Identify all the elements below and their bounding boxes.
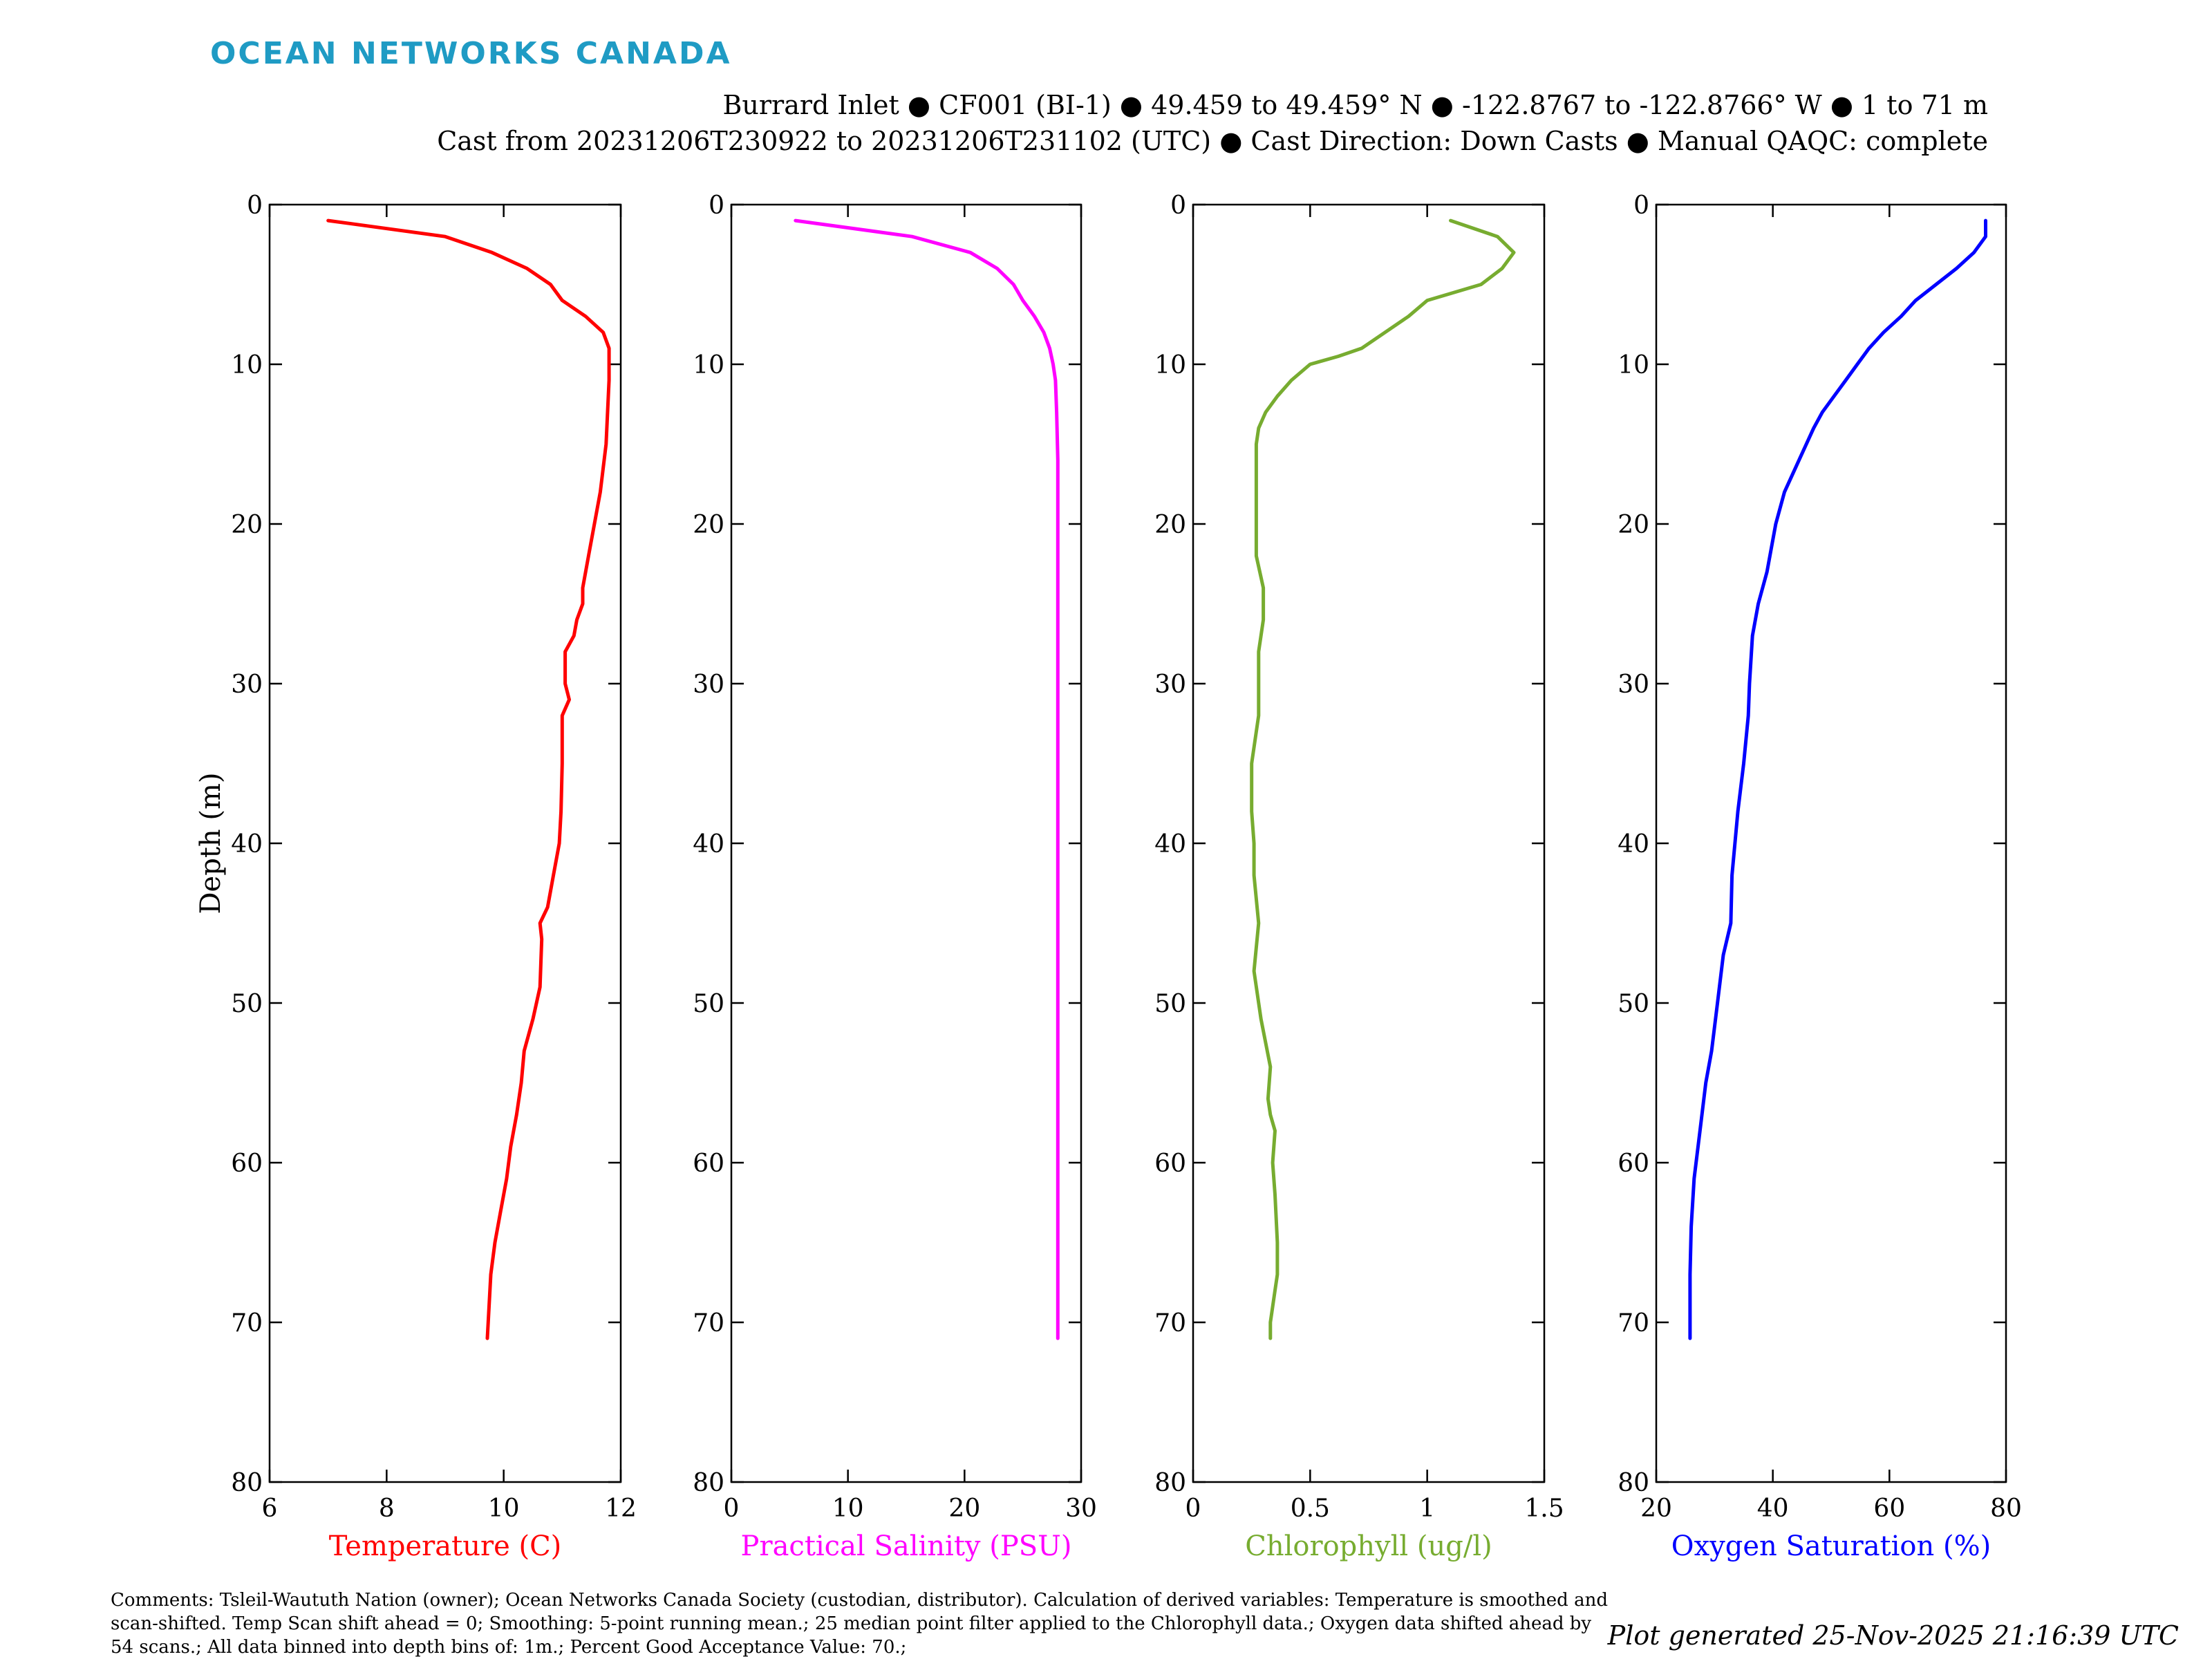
- header-line-2: Cast from 20231206T230922 to 20231206T23…: [437, 126, 1988, 156]
- y-tick-label: 60: [1154, 1150, 1186, 1178]
- y-tick-label: 10: [231, 351, 263, 379]
- series-line-4: [1688, 218, 1987, 1340]
- y-tick-label: 70: [693, 1309, 724, 1338]
- y-tick-label: 30: [1154, 671, 1186, 699]
- y-tick-label: 10: [1618, 351, 1649, 379]
- header-line-1: Burrard Inlet ● CF001 (BI-1) ● 49.459 to…: [722, 90, 1988, 120]
- plot-frame-3: [1192, 203, 1546, 1483]
- y-tick-label: 70: [1154, 1309, 1186, 1338]
- x-tick-label: 10: [832, 1494, 864, 1523]
- y-tick-label: 20: [693, 511, 724, 539]
- y-tick-label: 40: [1154, 830, 1186, 859]
- y-tick-label: 20: [1154, 511, 1186, 539]
- y-tick-label: 0: [1170, 191, 1186, 220]
- x-tick-label: 80: [1990, 1494, 2022, 1523]
- x-tick-label: 8: [379, 1494, 395, 1523]
- y-tick-label: 50: [1618, 990, 1649, 1018]
- y-tick-label: 20: [1618, 511, 1649, 539]
- x-tick-label: 1.5: [1524, 1494, 1564, 1523]
- x-axis-label-4: Oxygen Saturation (%): [1671, 1530, 1991, 1562]
- y-tick-label: 30: [231, 671, 263, 699]
- x-axis-label-1: Temperature (C): [329, 1530, 562, 1562]
- y-tick-label: 70: [231, 1309, 263, 1338]
- y-tick-label: 60: [231, 1150, 263, 1178]
- x-tick-label: 20: [1640, 1494, 1672, 1523]
- y-tick-label: 30: [693, 671, 724, 699]
- y-tick-label: 50: [693, 990, 724, 1018]
- y-tick-label: 60: [693, 1150, 724, 1178]
- y-tick-label: 10: [1154, 351, 1186, 379]
- y-axis-label: Depth (m): [195, 772, 227, 914]
- x-tick-label: 40: [1757, 1494, 1789, 1523]
- y-tick-label: 40: [693, 830, 724, 859]
- y-tick-label: 40: [1618, 830, 1649, 859]
- x-tick-label: 0: [724, 1494, 740, 1523]
- plot-generated-stamp: Plot generated 25-Nov-2025 21:16:39 UTC: [1607, 1620, 2179, 1651]
- plot-frame-1: [268, 203, 622, 1483]
- x-tick-label: 20: [948, 1494, 980, 1523]
- y-tick-label: 80: [1618, 1469, 1649, 1497]
- y-tick-label: 50: [1154, 990, 1186, 1018]
- x-tick-label: 0: [1185, 1494, 1201, 1523]
- y-tick-label: 50: [231, 990, 263, 1018]
- y-tick-label: 60: [1618, 1150, 1649, 1178]
- x-tick-label: 6: [262, 1494, 278, 1523]
- y-tick-label: 40: [231, 830, 263, 859]
- series-line-3: [1250, 218, 1516, 1340]
- y-tick-label: 20: [231, 511, 263, 539]
- x-tick-label: 60: [1873, 1494, 1905, 1523]
- y-tick-label: 0: [247, 191, 263, 220]
- x-tick-label: 12: [605, 1494, 637, 1523]
- x-tick-label: 0.5: [1291, 1494, 1330, 1523]
- y-tick-label: 80: [1154, 1469, 1186, 1497]
- plot-frame-2: [730, 203, 1082, 1483]
- x-axis-label-3: Chlorophyll (ug/l): [1245, 1530, 1492, 1562]
- y-tick-label: 80: [693, 1469, 724, 1497]
- x-tick-label: 1: [1419, 1494, 1435, 1523]
- x-tick-label: 30: [1065, 1494, 1097, 1523]
- plot-frame-4: [1655, 203, 2007, 1483]
- y-tick-label: 30: [1618, 671, 1649, 699]
- comments-text: Comments: Tsleil-Waututh Nation (owner);…: [111, 1590, 1608, 1658]
- x-tick-label: 10: [488, 1494, 520, 1523]
- series-line-2: [794, 218, 1060, 1340]
- y-tick-label: 10: [693, 351, 724, 379]
- y-tick-label: 80: [231, 1469, 263, 1497]
- y-tick-label: 0: [709, 191, 724, 220]
- series-line-1: [326, 218, 611, 1340]
- brand-logo: OCEAN NETWORKS CANADA: [210, 36, 732, 71]
- x-axis-label-2: Practical Salinity (PSU): [741, 1530, 1072, 1562]
- y-tick-label: 70: [1618, 1309, 1649, 1338]
- y-tick-label: 0: [1633, 191, 1649, 220]
